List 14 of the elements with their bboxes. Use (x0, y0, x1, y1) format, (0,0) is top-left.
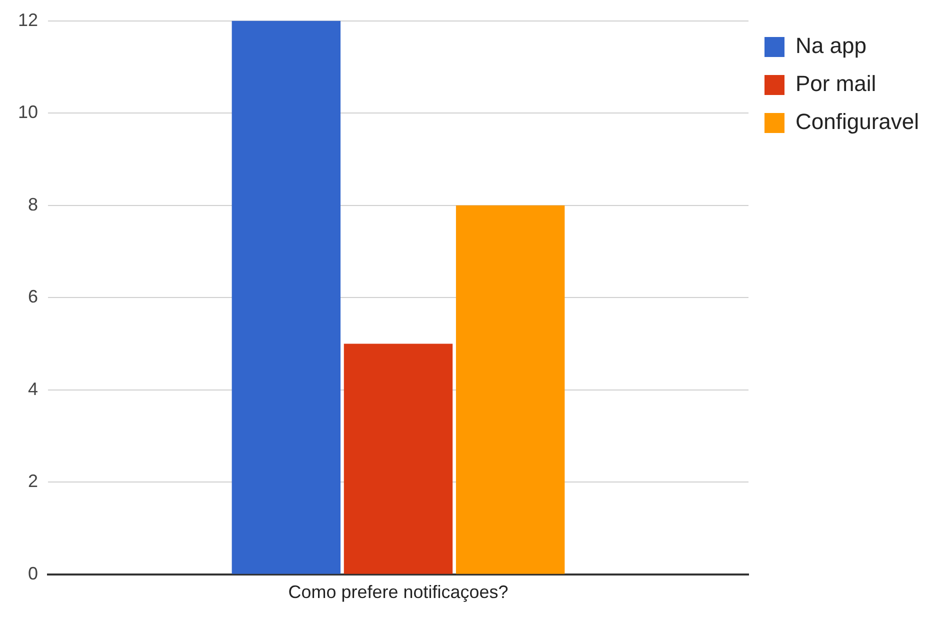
x-tick-label: Como prefere notificaçoes? (288, 582, 508, 602)
y-tick-label: 8 (28, 194, 38, 214)
y-tick-label: 0 (28, 563, 38, 584)
y-tick-label: 6 (28, 286, 38, 307)
y-tick-label: 4 (28, 378, 38, 399)
legend-label: Por mail (795, 71, 876, 96)
bar (344, 344, 453, 574)
bar (456, 205, 565, 574)
y-tick-label: 2 (28, 471, 38, 492)
bar (232, 20, 341, 574)
legend-label: Na app (795, 33, 866, 58)
y-tick-label: 12 (18, 10, 38, 30)
y-tick-label: 10 (18, 102, 38, 122)
legend-label: Configuravel (795, 109, 919, 134)
